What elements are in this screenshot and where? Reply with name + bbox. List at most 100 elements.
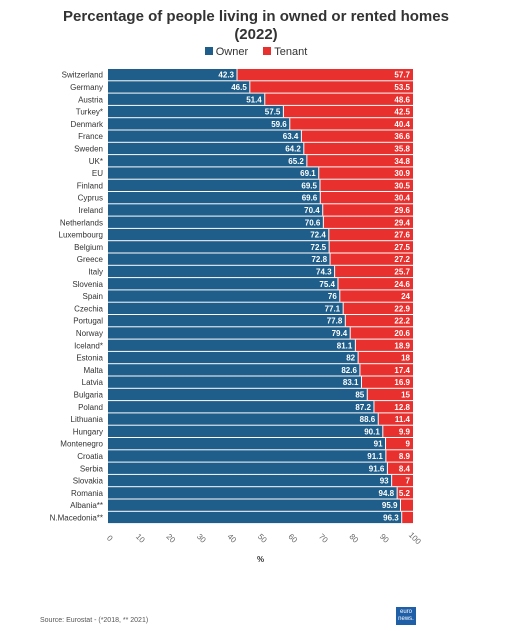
data-label-tenant: 11.4 [395,415,411,424]
category-label: Greece [77,255,104,264]
category-label: Austria [78,95,103,104]
bar-tenant [345,315,413,327]
data-label-tenant: 8.4 [399,464,411,473]
x-tick-label: 100 [407,530,423,546]
bar-owner [108,327,351,339]
x-tick-label: 0 [105,534,115,544]
category-label: Estonia [76,354,103,363]
data-label-tenant: 27.5 [394,243,410,252]
category-label: Slovenia [72,280,103,289]
x-tick-label: 20 [164,532,177,545]
bar-tenant [382,425,413,437]
category-label: Lithuania [71,415,104,424]
logo-text-2: news. [398,616,414,622]
data-label-tenant: 20.6 [394,329,410,338]
data-label-owner: 72.4 [310,231,326,240]
logo-text-1: euro [399,609,412,615]
bar-owner [108,388,368,401]
bar-tenant [385,438,413,450]
data-label-owner: 70.6 [305,218,321,227]
data-label-tenant: 18.9 [394,341,410,350]
data-label-owner: 69.6 [302,194,318,203]
bar-owner [108,351,359,364]
x-tick-label: 10 [134,532,147,545]
category-label: Romania [71,489,104,498]
bar-owner [108,130,302,142]
data-label-owner: 59.6 [271,120,287,129]
data-label-owner: 90.1 [364,427,380,436]
data-label-tenant: 29.4 [394,218,410,227]
category-label: Croatia [77,452,103,461]
bar-tenant [306,155,413,167]
bar-tenant [385,450,413,462]
data-label-tenant: 27.6 [394,231,410,240]
bar-owner [108,228,329,241]
data-label-owner: 83.1 [343,378,359,387]
bar-owner [108,364,360,376]
data-label-owner: 82 [346,354,355,363]
bar-owner [108,241,330,253]
euronews-logo: euro news. [396,607,416,625]
category-label: Bulgaria [74,390,104,399]
category-label: Poland [78,403,103,412]
legend-label-tenant: Tenant [274,46,308,58]
data-label-owner: 85 [355,390,364,399]
data-label-tenant: 40.4 [394,120,410,129]
bar-owner [108,425,383,437]
bar-tenant [329,241,413,253]
category-label: Switzerland [62,71,103,80]
data-label-tenant: 5.2 [399,489,411,498]
category-label: Finland [77,181,103,190]
legend-item-owner: Owner [204,46,248,58]
category-label: Turkey* [76,108,103,117]
category-label: Belgium [74,243,103,252]
data-label-owner: 82.6 [341,366,357,375]
source-note: Source: Eurostat - (*2018, ** 2021) [40,617,149,624]
category-label: Hungary [73,427,103,436]
data-label-owner: 69.5 [301,181,317,190]
bar-tenant [355,339,413,351]
data-label-owner: 79.4 [332,329,348,338]
category-label: Ireland [79,206,103,215]
data-label-owner: 75.4 [319,280,335,289]
bar-tenant [373,401,413,413]
bar-tenant [328,228,413,241]
bar-owner [108,265,335,278]
category-label: Serbia [80,464,104,473]
bar-tenant [350,327,413,339]
data-label-owner: 81.1 [337,341,353,350]
bar-owner [108,401,374,413]
data-label-tenant: 17.4 [394,366,410,375]
data-label-tenant: 30.4 [394,194,410,203]
bar-tenant [303,142,413,155]
data-label-owner: 57.5 [265,108,281,117]
category-label: Norway [76,329,103,338]
category-label: Portugal [73,317,103,326]
data-label-owner: 87.2 [355,403,371,412]
data-label-owner: 72.8 [311,255,327,264]
bar-owner [108,142,304,155]
bar-tenant [391,474,413,487]
data-label-owner: 51.4 [246,95,262,104]
data-label-owner: 42.3 [218,71,234,80]
bar-tenant [330,253,413,265]
data-label-owner: 69.1 [300,169,316,178]
bar-tenant [387,462,413,474]
data-label-tenant: 12.8 [394,403,410,412]
data-label-tenant: 18 [401,354,410,363]
bar-owner [108,253,331,265]
category-label: N.Macedonia** [50,513,103,522]
chart-title-line2: (2022) [234,26,278,43]
data-label-owner: 65.2 [288,157,304,166]
x-tick-label: 70 [317,532,330,545]
bar-owner [108,278,338,290]
bar-tenant [397,487,413,499]
data-label-tenant: 53.5 [394,83,410,92]
data-label-owner: 74.3 [316,267,332,276]
data-label-owner: 64.2 [285,144,301,153]
bar-tenant [289,118,413,130]
data-label-tenant: 36.6 [394,132,410,141]
bar-tenant [334,265,413,278]
bar-owner [108,339,356,351]
